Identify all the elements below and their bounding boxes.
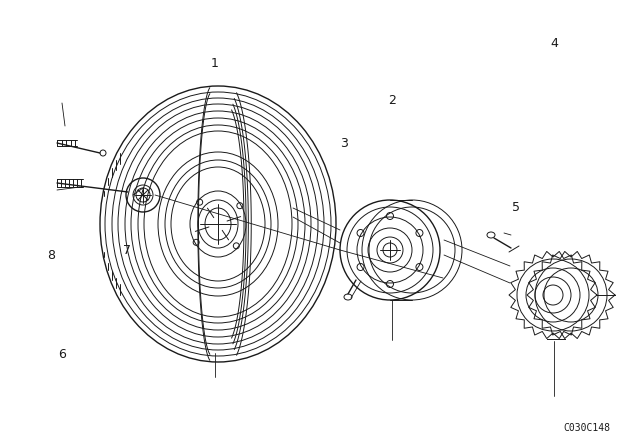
Text: 7: 7 [123,244,131,257]
Text: 8: 8 [47,249,55,262]
Text: 6: 6 [58,348,66,361]
Text: 5: 5 [512,201,520,214]
Text: 3: 3 [340,137,348,150]
Text: 2: 2 [388,94,396,107]
Text: 1: 1 [211,56,219,69]
Text: C030C148: C030C148 [563,423,610,433]
Text: 4: 4 [550,36,558,49]
